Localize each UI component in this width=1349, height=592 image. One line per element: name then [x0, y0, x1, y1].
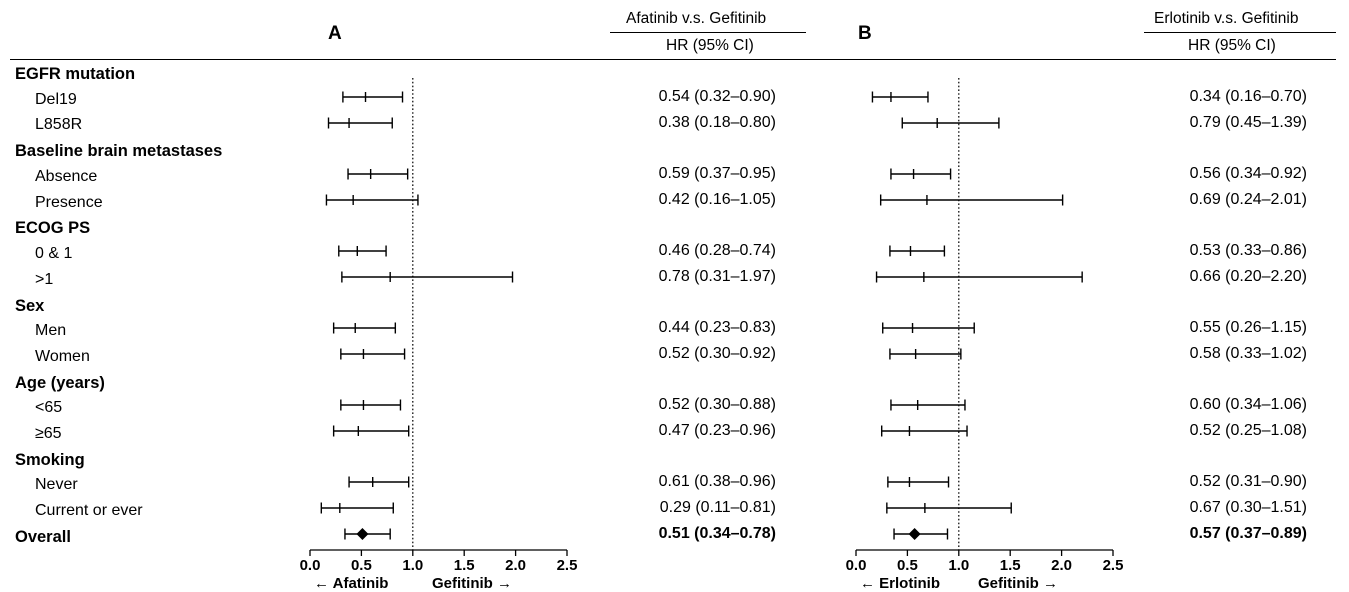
panel-b-hr-value: 0.53 (0.33–0.86) [1189, 242, 1307, 259]
panel-a-hr-value: 0.52 (0.30–0.92) [658, 345, 776, 362]
panel-b-left-direction: ← Erlotinib [860, 576, 940, 591]
panel-b-hr-value: 0.52 (0.31–0.90) [1189, 473, 1307, 490]
panel-a-x-tick-label: 2.5 [557, 557, 578, 574]
subgroup-label: Current or ever [35, 502, 143, 519]
panel-a-right-direction: Gefitinib → [432, 576, 512, 591]
panel-b-comparison-header: Erlotinib v.s. Gefitinib [1154, 10, 1299, 27]
panel-a-left-label: Afatinib [332, 575, 389, 592]
subgroup-label: L858R [35, 116, 83, 133]
panel-a-hr-value: 0.29 (0.11–0.81) [659, 499, 776, 516]
panel-b-header-rule [1144, 32, 1336, 33]
panel-b-left-label: Erlotinib [879, 575, 940, 592]
panel-b-hr-value: 0.79 (0.45–1.39) [1189, 114, 1307, 131]
panel-b-right-label: Gefitinib [978, 575, 1039, 592]
panel-a-hr-value: 0.54 (0.32–0.90) [658, 88, 776, 105]
panel-b-hr-value: 0.67 (0.30–1.51) [1189, 499, 1307, 516]
panel-a-letter: A [328, 23, 342, 44]
category-label: Smoking [15, 451, 85, 469]
panel-b-overall-hr-value: 0.57 (0.37–0.89) [1189, 525, 1307, 542]
panel-b-hr-value: 0.69 (0.24–2.01) [1189, 191, 1307, 208]
right-arrow-icon: → [497, 575, 512, 592]
panel-a-hr-header: HR (95% CI) [666, 37, 754, 54]
panel-a-overall-diamond [356, 528, 369, 540]
subgroup-label: Presence [35, 194, 103, 211]
panel-a-header-rule [610, 32, 806, 33]
category-label: EGFR mutation [15, 65, 136, 83]
panel-a-hr-value: 0.59 (0.37–0.95) [658, 165, 776, 182]
panel-a-hr-value: 0.61 (0.38–0.96) [658, 473, 776, 490]
subgroup-label: Women [35, 348, 90, 365]
panel-b-right-direction: Gefitinib → [978, 576, 1058, 591]
subgroup-label: 0 & 1 [35, 245, 73, 262]
subgroup-label: <65 [35, 399, 63, 416]
panel-b-x-tick-label: 2.5 [1103, 557, 1124, 574]
subgroup-label: ≥65 [35, 425, 62, 442]
category-label: Baseline brain metastases [15, 142, 223, 160]
panel-b-x-tick-label: 1.5 [1000, 557, 1021, 574]
panel-a-hr-value: 0.42 (0.16–1.05) [658, 191, 776, 208]
subgroup-label: Del19 [35, 91, 77, 108]
left-arrow-icon: ← [860, 575, 875, 592]
panel-b-hr-value: 0.55 (0.26–1.15) [1189, 319, 1307, 336]
panel-a-hr-value: 0.38 (0.18–0.80) [658, 114, 776, 131]
panel-a-hr-value: 0.44 (0.23–0.83) [658, 319, 776, 336]
subgroup-label: >1 [35, 271, 54, 288]
category-label: Age (years) [15, 374, 105, 392]
panel-b-hr-header: HR (95% CI) [1188, 37, 1276, 54]
panel-a-hr-value: 0.52 (0.30–0.88) [658, 396, 776, 413]
right-arrow-icon: → [1043, 575, 1058, 592]
panel-b-x-tick-label: 2.0 [1051, 557, 1072, 574]
category-label: ECOG PS [15, 219, 91, 237]
panel-a-right-label: Gefitinib [432, 575, 493, 592]
panel-a-overall-hr-value: 0.51 (0.34–0.78) [658, 525, 776, 542]
panel-a-hr-value: 0.47 (0.23–0.96) [658, 422, 776, 439]
panel-a-x-tick-label: 0.5 [351, 557, 372, 574]
panel-b-hr-value: 0.60 (0.34–1.06) [1189, 396, 1307, 413]
panel-a-x-tick-label: 1.5 [454, 557, 475, 574]
overall-label: Overall [15, 528, 71, 546]
category-label: Sex [15, 297, 45, 315]
table-top-rule [10, 59, 1336, 60]
panel-a-x-tick-label: 1.0 [402, 557, 423, 574]
panel-a-x-tick-label: 0.0 [300, 557, 321, 574]
subgroup-label: Men [35, 322, 67, 339]
subgroup-label: Never [35, 476, 78, 493]
panel-a-hr-value: 0.78 (0.31–1.97) [658, 268, 776, 285]
subgroup-label: Absence [35, 168, 98, 185]
panel-b-x-tick-label: 1.0 [948, 557, 969, 574]
panel-a-left-direction: ← Afatinib [314, 576, 388, 591]
panel-b-x-tick-label: 0.5 [897, 557, 918, 574]
panel-b-hr-value: 0.56 (0.34–0.92) [1189, 165, 1307, 182]
panel-b-hr-value: 0.66 (0.20–2.20) [1189, 268, 1307, 285]
panel-b-hr-value: 0.52 (0.25–1.08) [1189, 422, 1307, 439]
panel-b-x-tick-label: 0.0 [846, 557, 867, 574]
panel-b-hr-value: 0.58 (0.33–1.02) [1189, 345, 1307, 362]
panel-b-letter: B [858, 23, 872, 44]
panel-a-comparison-header: Afatinib v.s. Gefitinib [626, 10, 767, 27]
panel-a-x-tick-label: 2.0 [505, 557, 526, 574]
panel-b-hr-value: 0.34 (0.16–0.70) [1189, 88, 1307, 105]
panel-a-hr-value: 0.46 (0.28–0.74) [658, 242, 776, 259]
panel-b-overall-diamond [908, 528, 921, 540]
left-arrow-icon: ← [314, 575, 329, 592]
